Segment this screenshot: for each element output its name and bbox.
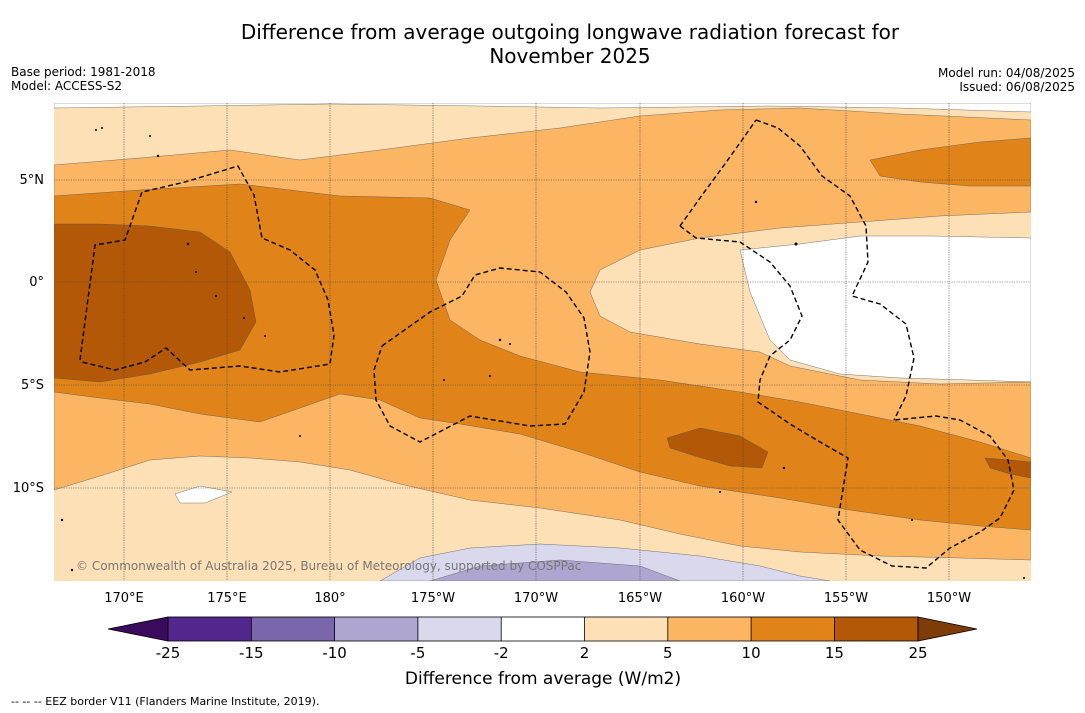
colorbar-tick: 10 [742, 644, 761, 662]
lon-labels: 170°E 175°E 180° 175°W 170°W 165°W 160°W… [104, 591, 971, 606]
colorbar-outline [167, 616, 919, 642]
eez-footnote: -- -- -- EEZ border V11 (Flanders Marine… [11, 695, 320, 708]
colorbar-extend-under [107, 616, 169, 642]
colorbar-bin-neg25 [168, 617, 252, 641]
graticule [54, 103, 1031, 581]
colorbar-tick: 25 [908, 644, 927, 662]
field-pos15-east [666, 427, 769, 469]
island-dot [299, 435, 301, 437]
field-pos15-west [54, 223, 257, 383]
copyright-notice: © Commonwealth of Australia 2025, Bureau… [76, 559, 581, 573]
island-dot [243, 317, 245, 319]
island-dots [60, 127, 1025, 579]
base-period-text: Base period: 1981-2018 [11, 65, 156, 79]
field-pos10 [54, 183, 1031, 531]
lon-label-170w: 170°W [514, 591, 558, 606]
island-dot [264, 335, 266, 337]
lat-label-5n: 5°N [20, 173, 45, 188]
colorbar-tick: -25 [156, 644, 181, 662]
model-run-text: Model run: 04/08/2025 [937, 66, 1075, 80]
colorbar-bin-neg5 [417, 617, 502, 641]
island-dot [149, 135, 151, 137]
island-dot [186, 242, 190, 246]
colorbar-tick: 5 [663, 644, 673, 662]
island-dot [719, 491, 721, 493]
colorbar: -25 -15 -10 -5 -2 2 5 10 15 25 Differenc… [107, 616, 978, 689]
colorbar-tick: 15 [825, 644, 844, 662]
lon-label-160w: 160°W [721, 591, 765, 606]
island-dot [195, 271, 197, 273]
island-dot [215, 295, 217, 297]
island-dot [498, 338, 502, 342]
island-dot [70, 568, 74, 572]
island-dot [911, 519, 913, 521]
eez-border-kiribati-gilbert [79, 165, 335, 373]
lon-label-170e: 170°E [104, 591, 144, 606]
island-dot [794, 242, 798, 246]
eez-borders [79, 119, 1015, 569]
colorbar-bin-neg15 [251, 617, 335, 641]
lat-label-10s: 10°S [13, 481, 44, 496]
colorbar-ticks: -25 -15 -10 -5 -2 2 5 10 15 25 [156, 644, 928, 662]
colorbar-extend-over [917, 616, 978, 642]
lon-label-165w: 165°W [618, 591, 662, 606]
lat-labels: 5°N 0° 5°S 10°S [13, 173, 44, 496]
colorbar-bin-pos2 [584, 617, 668, 641]
field-pos10-northeast [869, 137, 1031, 187]
meta-left: Base period: 1981-2018 Model: ACCESS-S2 [11, 65, 156, 93]
island-dot [60, 518, 64, 522]
field-neutral-southwest [174, 485, 233, 504]
lat-label-5s: 5°S [21, 378, 44, 393]
lon-label-175e: 175°E [207, 591, 247, 606]
island-dot [95, 129, 97, 131]
colorbar-bin-neutral [501, 617, 585, 641]
title-line-2: November 2025 [489, 44, 651, 68]
colorbar-bin-pos15 [834, 617, 918, 641]
field-neg10-south [429, 559, 681, 581]
title-line-1: Difference from average outgoing longwav… [240, 20, 900, 44]
colorbar-tick: -5 [410, 644, 425, 662]
island-dot [509, 343, 511, 345]
map-title: Difference from average outgoing longwav… [0, 20, 1085, 68]
eez-border-line-islands [755, 119, 915, 421]
island-dot [443, 379, 445, 381]
eez-border-line-islands-south [679, 225, 1015, 569]
colorbar-bin-pos5 [667, 617, 752, 641]
colorbar-tick: 2 [580, 644, 590, 662]
field-pos15-far-east [984, 457, 1031, 479]
island-dot [782, 466, 786, 470]
island-dot [101, 127, 103, 129]
colorbar-bin-pos10 [751, 617, 835, 641]
meta-right: Model run: 04/08/2025 Issued: 06/08/2025 [938, 66, 1075, 94]
field-neutral-north [54, 103, 1031, 113]
colorbar-tick: -10 [322, 644, 347, 662]
lon-label-150w: 150°W [927, 591, 971, 606]
eez-border-phoenix [373, 267, 591, 443]
anomaly-field [54, 103, 1031, 581]
island-dot [754, 200, 758, 204]
lon-label-155w: 155°W [824, 591, 868, 606]
colorbar-tick: -2 [494, 644, 509, 662]
island-dot [1023, 577, 1025, 579]
lon-label-180: 180° [314, 591, 345, 606]
colorbar-tick: -15 [239, 644, 264, 662]
model-text: Model: ACCESS-S2 [11, 79, 123, 93]
issued-text: Issued: 06/08/2025 [959, 80, 1075, 94]
lat-label-0: 0° [29, 275, 44, 290]
eez-border-line-islands-north [679, 119, 757, 227]
lon-label-175w: 175°W [411, 591, 455, 606]
colorbar-label: Difference from average (W/m2) [405, 669, 681, 689]
colorbar-bin-neg10 [334, 617, 418, 641]
island-dot [156, 154, 160, 158]
island-dot [489, 375, 491, 377]
colorbar-dividers [250, 617, 835, 641]
